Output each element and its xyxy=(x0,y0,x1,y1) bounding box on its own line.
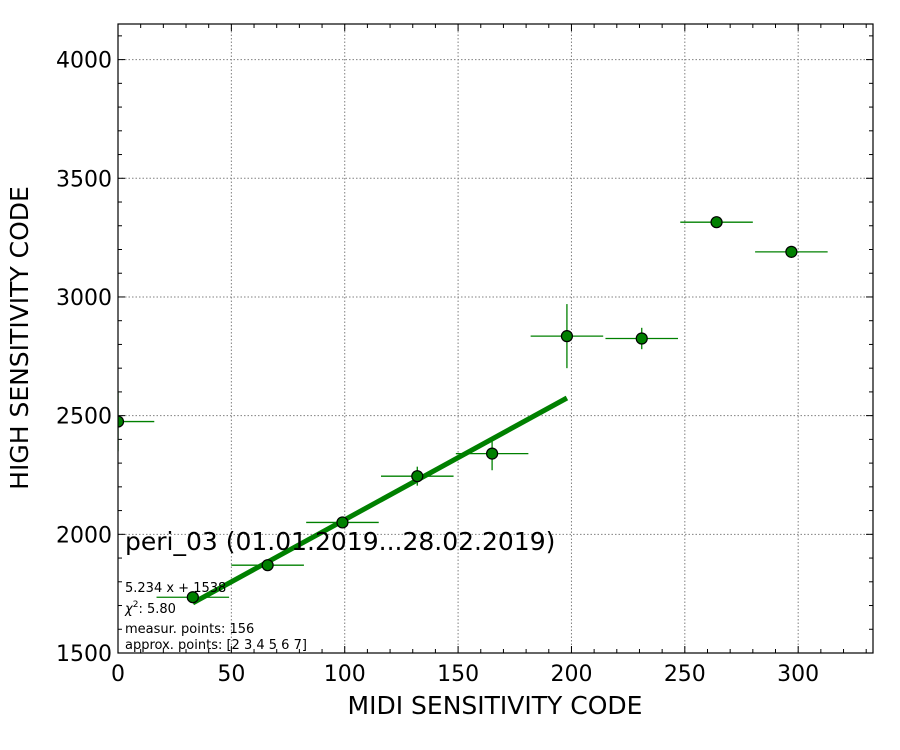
minor-ticks xyxy=(118,24,873,653)
grid-lines xyxy=(117,24,873,654)
x-tick-label: 100 xyxy=(324,662,366,687)
approx-points: approx. points: [2 3 4 5 6 7] xyxy=(125,638,307,653)
y-tick-label: 2000 xyxy=(56,523,112,548)
x-tick-label: 200 xyxy=(550,662,592,687)
y-axis-title: HIGH SENSITIVITY CODE xyxy=(5,186,34,490)
y-tick-label: 3000 xyxy=(56,286,112,311)
data-points xyxy=(118,216,798,604)
data-point xyxy=(186,591,199,604)
data-point xyxy=(485,447,499,460)
data-point xyxy=(785,245,798,258)
data-point xyxy=(411,470,424,483)
major-ticks xyxy=(117,24,873,654)
data-point xyxy=(336,516,349,529)
data-point xyxy=(710,216,723,229)
x-tick-label: 250 xyxy=(664,662,706,687)
x-tick-label: 300 xyxy=(777,662,819,687)
data-point xyxy=(635,332,648,345)
chi-exponent: 2 xyxy=(133,600,139,610)
fit-equation: 5.234 x + 1538 xyxy=(125,581,226,596)
chi-value: : 5.80 xyxy=(138,602,175,617)
x-tick-label: 50 xyxy=(217,662,245,687)
y-tick-label: 2500 xyxy=(56,405,112,430)
y-tick-label: 4000 xyxy=(56,49,112,74)
y-tick-label: 3500 xyxy=(56,167,112,192)
data-point xyxy=(118,415,125,428)
chart-title: peri_03 (01.01.2019...28.02.2019) xyxy=(125,527,555,556)
data-point xyxy=(560,330,574,343)
y-tick-label: 1500 xyxy=(56,642,112,667)
fit-line-group xyxy=(191,395,569,606)
fit-line xyxy=(191,395,569,606)
y-tick-labels: 1500 2000 2500 3000 3500 4000 xyxy=(56,49,112,667)
x-tick-label: 150 xyxy=(437,662,479,687)
plot-frame xyxy=(117,23,874,654)
measur-points: measur. points: 156 xyxy=(125,622,254,637)
chi-squared: χ2: 5.80 xyxy=(124,600,176,617)
x-tick-labels: 0 50 100 150 200 250 300 xyxy=(111,662,819,687)
x-axis-title: MIDI SENSITIVITY CODE xyxy=(348,691,643,720)
data-point xyxy=(261,559,274,572)
x-tick-label: 0 xyxy=(111,662,125,687)
chi-symbol: χ xyxy=(124,602,134,617)
